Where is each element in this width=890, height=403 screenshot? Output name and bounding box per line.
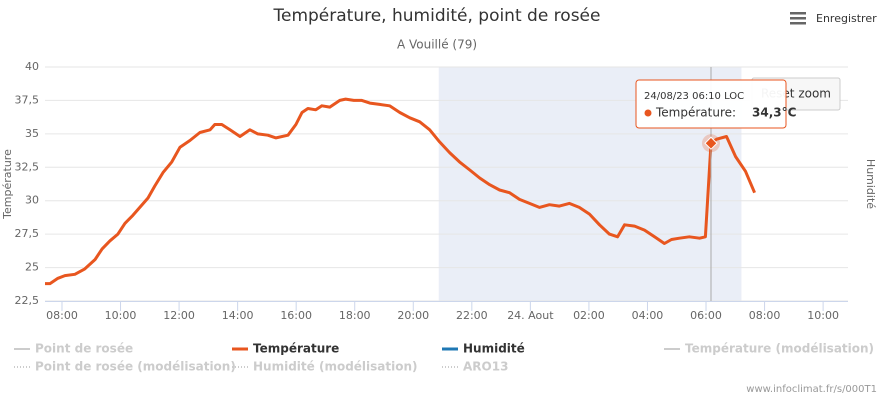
x-tick-label: 12:00: [163, 309, 195, 322]
menu-icon: [790, 12, 806, 15]
menu-button[interactable]: Enregistrer: [790, 12, 877, 25]
legend-item[interactable]: Point de rosée: [14, 342, 133, 356]
y-tick-label: 32,5: [15, 160, 40, 173]
y-tick-label: 27,5: [15, 227, 40, 240]
series-line: [45, 97, 756, 286]
tooltip: 24/08/23 06:10 LOC Température: 34,3°C: [635, 79, 797, 129]
legend-item[interactable]: Température: [232, 342, 339, 356]
x-tick-label: 04:00: [632, 309, 664, 322]
x-tick-label: 10:00: [807, 309, 839, 322]
x-tick-label: 24. Aout: [507, 309, 554, 322]
x-tick-label: 08:00: [46, 309, 78, 322]
legend-label: Température: [253, 342, 339, 356]
x-tick-label: 08:00: [749, 309, 781, 322]
legend-label: ARO13: [463, 360, 508, 374]
legend-label: Point de rosée: [35, 342, 133, 356]
menu-label[interactable]: Enregistrer: [816, 12, 877, 25]
x-tick-label: 18:00: [339, 309, 371, 322]
tooltip-date: 24/08/23 06:10 LOC: [644, 91, 744, 102]
x-tick-label: 16:00: [280, 309, 312, 322]
tooltip-label: Température:: [655, 106, 736, 120]
y-tick-label: 35: [25, 127, 39, 140]
legend-item[interactable]: Température (modélisation): [664, 342, 874, 356]
y-axis-title: Température: [1, 149, 14, 220]
x-tick-label: 22:00: [456, 309, 488, 322]
legend-item[interactable]: ARO13: [442, 360, 508, 374]
legend-item[interactable]: Humidité (modélisation): [232, 360, 418, 374]
tooltip-box: [635, 79, 787, 129]
tooltip-value: 34,3°C: [752, 106, 797, 120]
x-tick-label: 02:00: [573, 309, 605, 322]
legend-label: Humidité: [463, 342, 525, 356]
legend-label: Humidité (modélisation): [253, 360, 418, 374]
x-tick-label: 10:00: [105, 309, 137, 322]
legend-item[interactable]: Humidité: [442, 342, 525, 356]
legend-item[interactable]: Point de rosée (modélisation): [14, 360, 236, 374]
chart-subtitle: A Vouillé (79): [397, 38, 477, 52]
y-tick-label: 25: [25, 261, 39, 274]
legend-label: Point de rosée (modélisation): [35, 360, 236, 374]
y-tick-label: 30: [25, 194, 39, 207]
y-tick-label: 22,5: [15, 294, 40, 307]
y-tick-label: 40: [25, 60, 39, 73]
x-tick-label: 06:00: [690, 309, 722, 322]
hover-marker: [704, 136, 718, 150]
x-tick-label: 14:00: [222, 309, 254, 322]
y-tick-label: 37,5: [15, 93, 40, 106]
x-tick-label: 20:00: [397, 309, 429, 322]
tooltip-bullet: [644, 109, 652, 117]
y2-axis-title: Humidité: [864, 159, 877, 209]
menu-icon: [790, 22, 806, 25]
menu-icon: [790, 17, 806, 20]
chart-title: Température, humidité, point de rosée: [273, 6, 601, 26]
credits[interactable]: www.infoclimat.fr/s/000T1: [746, 384, 877, 395]
legend-label: Température (modélisation): [685, 342, 874, 356]
